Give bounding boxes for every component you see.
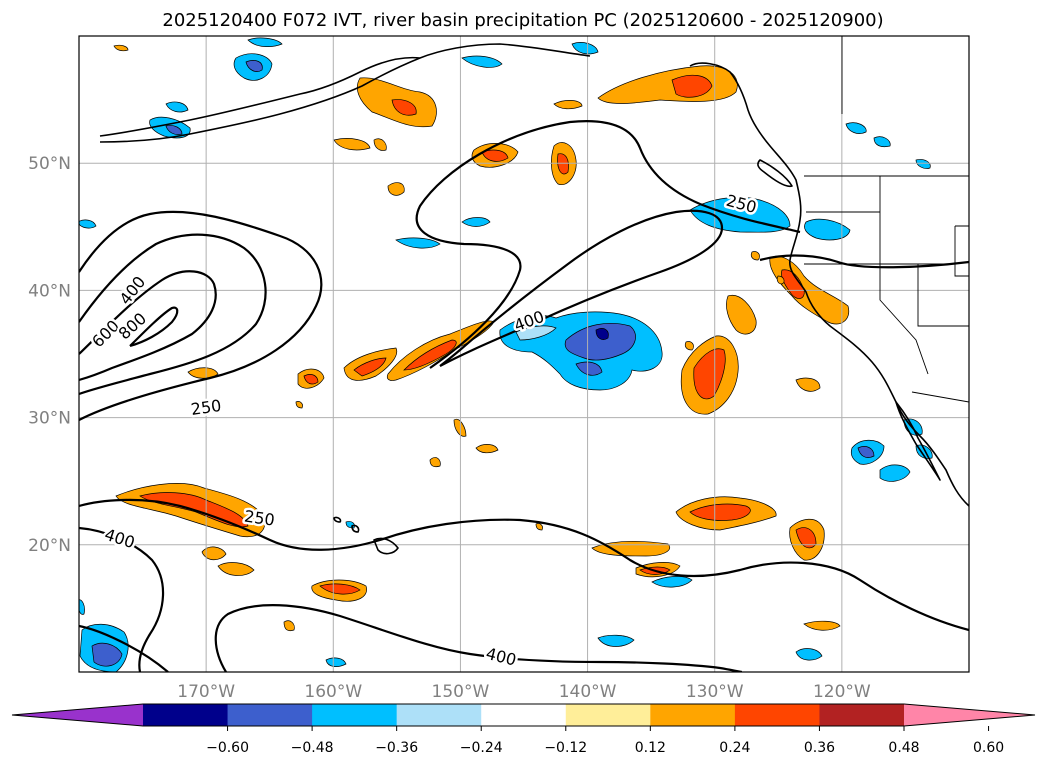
colorbar: −0.60 −0.48 −0.36 −0.24 −0.12 0.12 0.24 0.36 0.4… — [11, 703, 1036, 756]
latitude-tick-labels: 50°N 40°N 30°N 20°N — [28, 154, 71, 556]
baja-peninsula-coastline — [895, 401, 941, 481]
map-frame — [78, 35, 970, 673]
colorbar-tick-label: 0.48 — [888, 740, 919, 756]
graticule — [79, 36, 969, 672]
longitude-tick-label: 160°W — [304, 682, 362, 702]
coastlines — [99, 43, 969, 555]
colorbar-tick-label: −0.48 — [291, 740, 334, 756]
north-america-coastline — [689, 62, 969, 507]
colorbar-tick-label: −0.12 — [544, 740, 587, 756]
longitude-tick-label: 170°W — [177, 682, 235, 702]
nevada-border — [917, 264, 969, 327]
longitude-tick-label: 130°W — [686, 682, 744, 702]
political-borders — [804, 36, 969, 403]
ivt-contour-400-central — [439, 209, 724, 367]
us-mexico-border — [911, 391, 969, 403]
ivt-contour-250-west — [79, 210, 323, 421]
colorbar-segment — [734, 704, 820, 726]
hawaii-island — [373, 537, 399, 555]
colorbar-segment — [227, 704, 313, 726]
ivt-contour-250-central — [415, 120, 801, 369]
longitude-tick-label: 150°W — [432, 682, 490, 702]
colorbar-segment — [565, 704, 651, 726]
latitude-tick-label: 30°N — [28, 409, 71, 429]
ivt-contour-600-west — [79, 270, 217, 382]
colorbar-extend-low — [12, 704, 143, 726]
ivt-contour-800-west — [129, 306, 179, 348]
colorbar-segment — [312, 704, 398, 726]
colorbar-tick-label: 0.12 — [635, 740, 666, 756]
ivt-contour-400-west — [79, 233, 267, 396]
longitude-tick-labels: 170°W 160°W 150°W 140°W 130°W 120°W — [177, 682, 871, 702]
colorbar-segment — [481, 704, 567, 726]
colorbar-tick-label: 0.60 — [973, 740, 1004, 756]
longitude-tick-label: 120°W — [813, 682, 871, 702]
colorbar-tick-label: −0.60 — [206, 740, 249, 756]
colorbar-tick-label: −0.36 — [375, 740, 418, 756]
montana-border — [954, 225, 969, 277]
ivt-contour-400-south — [214, 604, 743, 672]
colorbar-segment — [396, 704, 482, 726]
longitude-tick-label: 140°W — [559, 682, 617, 702]
latitude-tick-label: 50°N — [28, 154, 71, 174]
california-nevada-diagonal — [879, 264, 929, 375]
latitude-tick-label: 20°N — [28, 536, 71, 556]
ivt-contour-250-south — [79, 498, 969, 632]
colorbar-tick-label: 0.24 — [719, 740, 750, 756]
colorbar-segment — [650, 704, 736, 726]
alaska-gulf-coastline — [419, 43, 591, 59]
colorbar-segment — [819, 704, 905, 726]
ivt-contour-400-southwest-corner — [79, 624, 169, 672]
hawaii-island-small — [351, 524, 360, 533]
colorbar-extend-high — [904, 704, 1035, 726]
colorbar-tick-label: 0.36 — [804, 740, 835, 756]
ivt-contours — [79, 120, 969, 672]
colorbar-segment — [143, 704, 229, 726]
alaska-coastline — [99, 56, 421, 143]
hawaii-island-small — [333, 516, 342, 523]
colorbar-tick-label: −0.24 — [460, 740, 503, 756]
latitude-tick-label: 40°N — [28, 281, 71, 301]
positive-anomaly-areas — [113, 44, 850, 632]
colorbar-outline — [11, 703, 1036, 727]
figure-title: 2025120400 F072 IVT, river basin precipi… — [162, 10, 883, 31]
vancouver-island — [757, 159, 793, 188]
